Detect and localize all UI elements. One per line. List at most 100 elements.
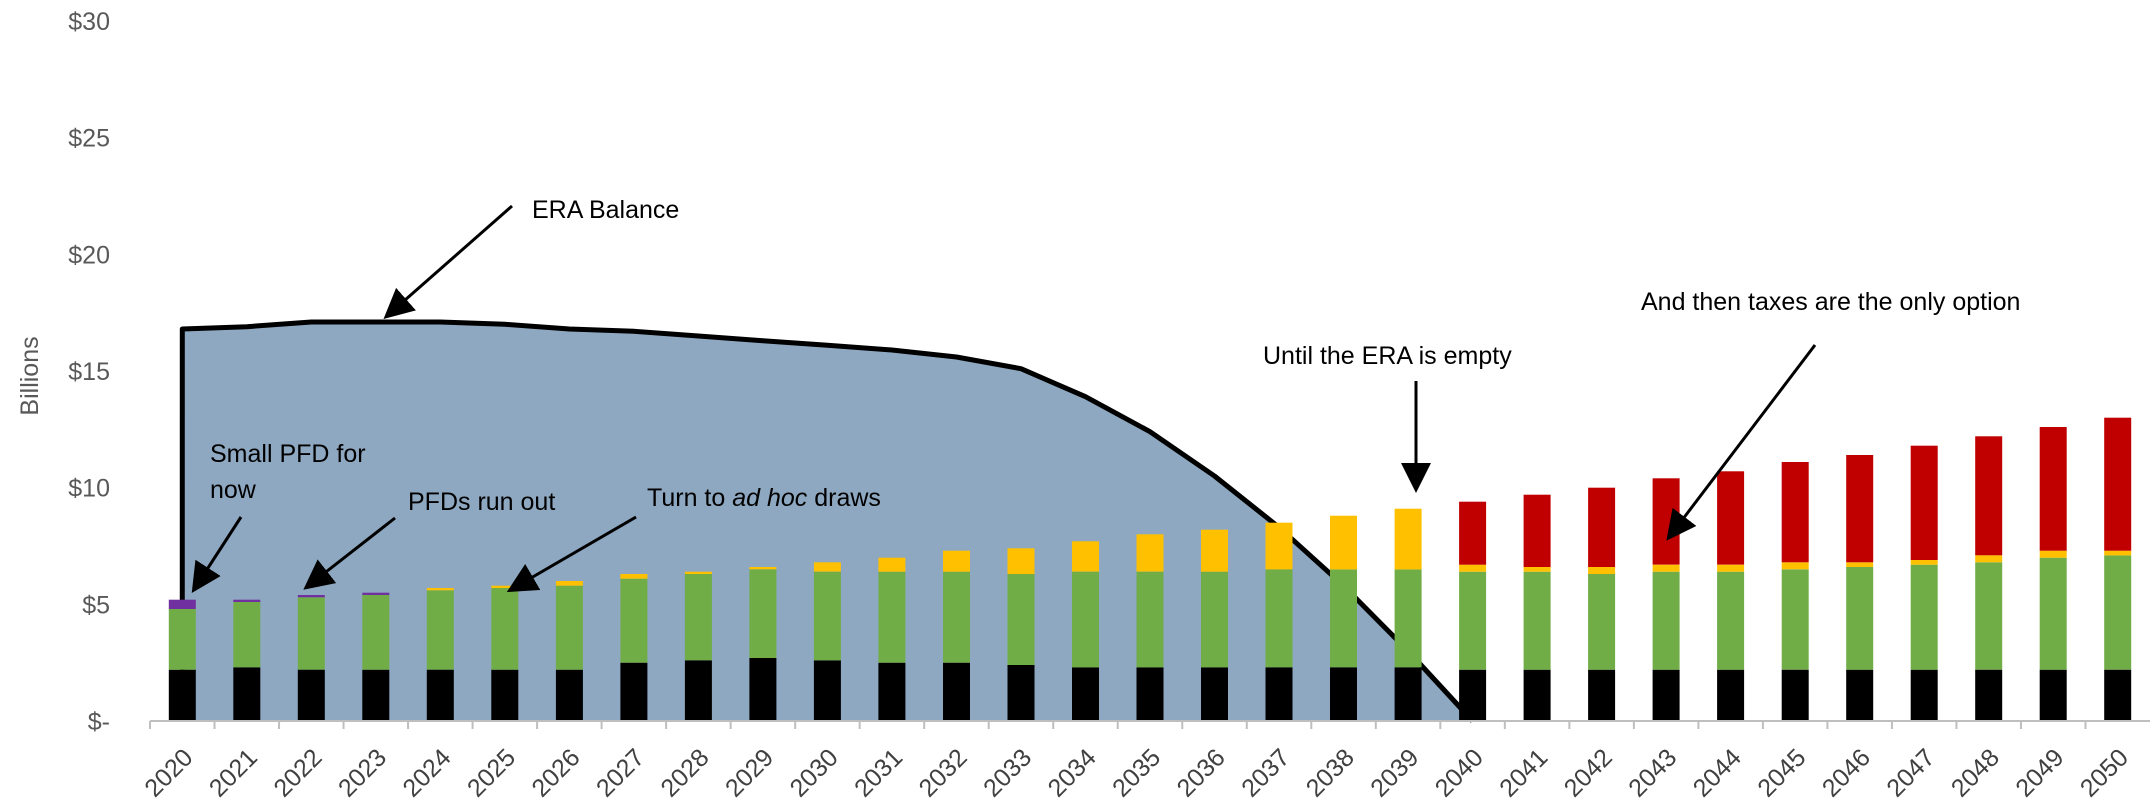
bar-segment-2026-series-1 (555, 669, 583, 721)
bar-segment-2050-series-5 (2104, 417, 2132, 551)
bar-segment-2022-series-1 (297, 669, 325, 721)
bar-segment-2048-series-4 (1975, 555, 2003, 563)
x-tick-label: 2047 (1881, 743, 1940, 802)
y-tick-label: $15 (68, 358, 110, 386)
x-tick-label: 2050 (2075, 743, 2134, 802)
bar-segment-2031-series-2 (878, 571, 906, 663)
bar-segment-2024-series-4 (426, 588, 454, 591)
bar-segment-2045-series-2 (1781, 569, 1809, 670)
bar-segment-2034-series-2 (1072, 571, 1099, 668)
bar-segment-2033-series-4 (1007, 548, 1035, 574)
bar-segment-2020-series-1 (168, 669, 196, 721)
annotation-small-pfd-arrow (191, 516, 243, 594)
bar-segment-2024-series-1 (426, 669, 454, 721)
bar-segment-2034-series-1 (1072, 667, 1099, 721)
x-tick-label: 2045 (1752, 743, 1811, 802)
x-tick-label: 2035 (1107, 743, 1166, 802)
bar-segment-2041-series-4 (1523, 567, 1551, 572)
bar-segment-2035-series-2 (1136, 571, 1164, 668)
bar-segment-2040-series-5 (1459, 501, 1487, 565)
bar-segment-2050-series-2 (2104, 555, 2132, 670)
bar-segment-2048-series-2 (1975, 562, 2003, 670)
bar-segment-2021-series-1 (233, 667, 261, 721)
bar-segment-2030-series-2 (813, 571, 841, 661)
x-tick-label: 2025 (462, 743, 521, 802)
x-tick-label: 2039 (1365, 743, 1424, 802)
y-tick-label: $20 (68, 241, 110, 269)
bar-segment-2047-series-2 (1910, 564, 1938, 670)
bar-segment-2038-series-1 (1330, 667, 1357, 721)
x-tick-label: 2040 (1430, 743, 1489, 802)
bar-segment-2049-series-1 (2039, 669, 2067, 721)
x-tick-label: 2031 (849, 743, 908, 802)
bar-segment-2037-series-4 (1265, 522, 1293, 570)
x-tick-label: 2034 (1043, 743, 1102, 802)
bar-segment-2033-series-1 (1007, 665, 1035, 721)
annotation-era-balance-arrow (383, 204, 513, 319)
x-tick-label: 2029 (720, 743, 779, 802)
bar-segment-2031-series-4 (878, 557, 906, 572)
bar-segment-2022-series-3 (297, 595, 325, 598)
x-tick-label: 2038 (1301, 743, 1360, 802)
y-tick-label: $10 (68, 475, 110, 503)
bar-segment-2048-series-5 (1975, 436, 2003, 556)
bar-segment-2037-series-2 (1265, 569, 1293, 668)
x-tick-label: 2024 (397, 743, 456, 802)
bar-segment-2050-series-4 (2104, 550, 2132, 556)
bar-segment-2040-series-4 (1459, 564, 1487, 572)
bar-segment-2047-series-4 (1910, 560, 1938, 565)
x-tick-label: 2044 (1688, 743, 1747, 802)
bar-segment-2044-series-2 (1717, 571, 1745, 670)
bar-segment-2021-series-2 (233, 602, 261, 668)
bar-segment-2037-series-1 (1265, 667, 1293, 721)
bar-segment-2021-series-3 (233, 599, 261, 602)
bar-segment-2032-series-4 (943, 550, 970, 572)
bar-segment-2020-series-2 (168, 609, 196, 670)
bar-segment-2023-series-1 (362, 669, 390, 721)
bar-segment-2042-series-1 (1588, 669, 1616, 721)
bar-segment-2047-series-1 (1910, 669, 1938, 721)
bar-segment-2027-series-1 (620, 662, 648, 721)
bar-segment-2036-series-1 (1201, 667, 1228, 721)
bar-segment-2038-series-2 (1330, 569, 1357, 668)
y-tick-label: $30 (68, 8, 110, 36)
x-tick-label: 2023 (333, 743, 392, 802)
era-balance-line (179, 319, 1475, 723)
bar-segment-2041-series-1 (1523, 669, 1551, 721)
bars-layer (168, 417, 2132, 721)
annotation-ad-hoc-before: Turn to (647, 484, 732, 512)
bar-segment-2030-series-4 (813, 562, 841, 572)
annotation-ad-hoc-italic: ad hoc (732, 484, 808, 512)
bar-segment-2025-series-1 (491, 669, 519, 721)
bar-segment-2029-series-1 (749, 658, 777, 721)
bar-segment-2038-series-4 (1330, 515, 1357, 570)
bar-segment-2045-series-5 (1781, 462, 1809, 563)
bar-segment-2026-series-2 (555, 585, 583, 670)
x-tick-label: 2042 (1559, 743, 1618, 802)
annotation-ad-hoc-after: draws (807, 484, 881, 512)
bar-segment-2042-series-2 (1588, 574, 1616, 670)
y-tick-label: $- (88, 708, 110, 736)
bar-segment-2034-series-4 (1072, 541, 1099, 572)
bar-segment-2024-series-2 (426, 590, 454, 670)
x-tick-label: 2036 (1172, 743, 1231, 802)
bar-segment-2032-series-2 (943, 571, 970, 663)
bar-segment-2023-series-2 (362, 595, 390, 670)
bar-segment-2048-series-1 (1975, 669, 2003, 721)
bar-segment-2023-series-3 (362, 592, 390, 595)
bar-segment-2044-series-5 (1717, 471, 1745, 565)
x-tick-label: 2020 (139, 743, 198, 802)
x-tick-label: 2027 (591, 743, 650, 802)
bar-segment-2036-series-4 (1201, 529, 1228, 572)
bar-segment-2022-series-2 (297, 597, 325, 670)
x-tick-label: 2021 (204, 743, 263, 802)
bar-segment-2031-series-1 (878, 662, 906, 721)
bar-segment-2032-series-1 (943, 662, 970, 721)
annotation-ad-hoc-arrow (506, 515, 637, 593)
x-tick-label: 2049 (2010, 743, 2069, 802)
bar-segment-2025-series-4 (491, 585, 519, 588)
bar-segment-2041-series-2 (1523, 571, 1551, 670)
annotation-pfds-run-out-arrow (303, 516, 396, 590)
bar-segment-2027-series-4 (620, 574, 648, 579)
